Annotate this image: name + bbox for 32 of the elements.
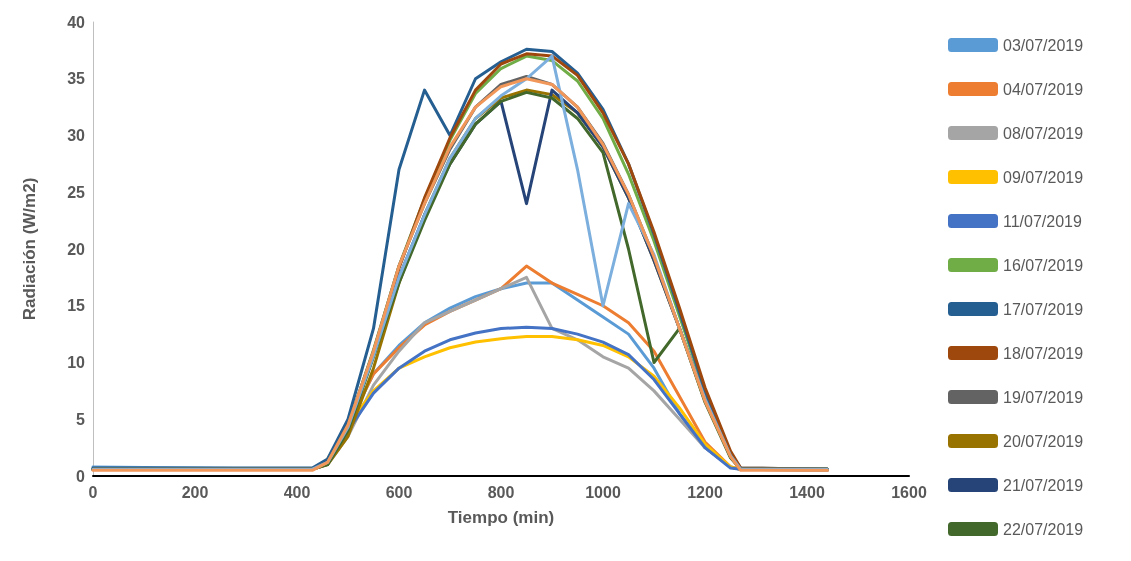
legend-label: 04/07/2019 — [1003, 80, 1084, 98]
legend-label: 17/07/2019 — [1003, 300, 1084, 318]
x-tick-label: 0 — [88, 483, 98, 501]
x-tick-label: 800 — [487, 483, 515, 501]
legend-label: 19/07/2019 — [1003, 388, 1084, 406]
legend-label: 18/07/2019 — [1003, 344, 1084, 362]
y-tick-label: 10 — [67, 354, 86, 371]
y-tick-label: 30 — [67, 127, 86, 144]
y-tick-label: 25 — [67, 183, 86, 201]
x-tick-label: 400 — [283, 483, 311, 501]
x-axis-title: Tiempo (min) — [447, 508, 555, 527]
x-tick-label: 600 — [385, 483, 413, 501]
y-tick-label: 15 — [67, 297, 86, 315]
legend-label: 20/07/2019 — [1003, 432, 1084, 450]
x-tick-label: 1200 — [687, 483, 723, 501]
legend-label: 22/07/2019 — [1003, 520, 1084, 538]
x-tick-label: 1400 — [789, 483, 825, 501]
y-tick-label: 35 — [67, 70, 86, 88]
legend-label: 08/07/2019 — [1003, 124, 1084, 142]
legend-label: 16/07/2019 — [1003, 256, 1084, 274]
legend-label: 09/07/2019 — [1003, 168, 1084, 186]
legend-label: 21/07/2019 — [1003, 476, 1084, 494]
legend-label: 03/07/2019 — [1003, 36, 1084, 54]
y-tick-label: 40 — [67, 13, 86, 31]
legend-label: 11/07/2019 — [1003, 212, 1082, 230]
x-tick-label: 1600 — [891, 483, 927, 501]
x-tick-label: 200 — [181, 483, 209, 501]
y-axis-title: Radiación (W/m2) — [20, 177, 39, 321]
y-tick-label: 0 — [76, 467, 86, 485]
y-tick-label: 5 — [76, 410, 86, 428]
x-tick-label: 1000 — [585, 483, 621, 501]
y-tick-label: 20 — [67, 240, 86, 258]
